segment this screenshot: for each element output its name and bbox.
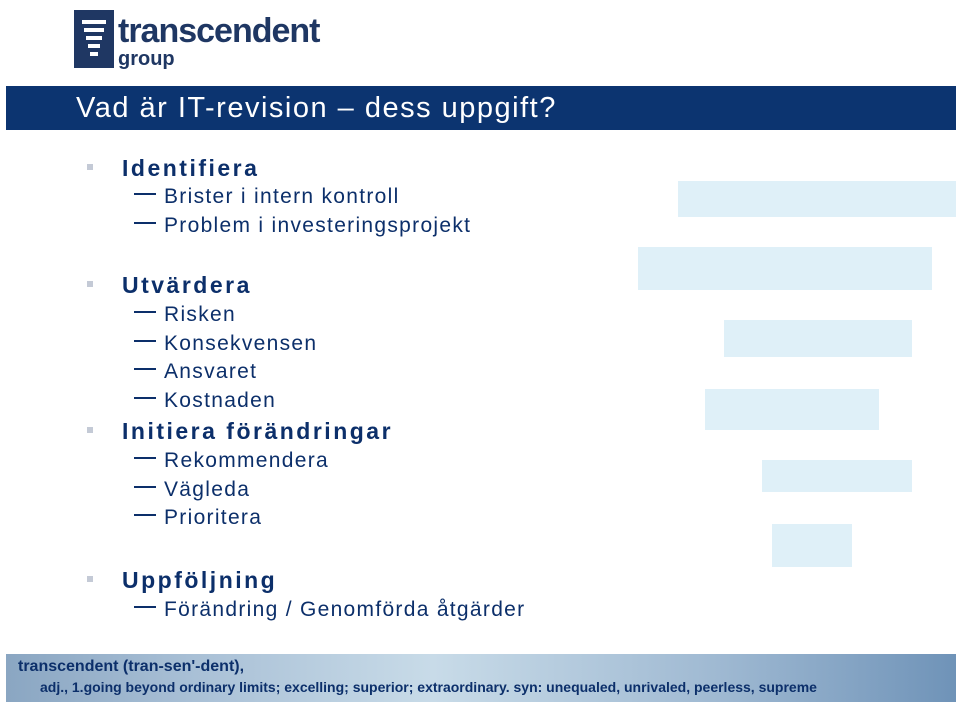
- logo-subtitle: group: [118, 48, 175, 70]
- slide-title: Vad är IT-revision – dess uppgift?: [76, 92, 557, 124]
- dash-icon: [134, 514, 156, 517]
- list-item-text: Vägleda: [164, 478, 251, 501]
- bullet-square-icon: [87, 576, 93, 582]
- list-item: Problem i investeringsprojekt: [134, 212, 471, 240]
- list-item-text: Risken: [164, 303, 236, 326]
- footer-banner: [6, 654, 956, 702]
- dash-icon: [134, 311, 156, 314]
- dash-icon: [134, 397, 156, 400]
- list-item-text: Kostnaden: [164, 389, 277, 412]
- dash-icon: [134, 340, 156, 343]
- decor-box-6: [772, 524, 852, 567]
- section-heading-utvardera: Utvärdera: [122, 272, 252, 298]
- logo-mark-icon: [74, 10, 114, 68]
- list-item: Risken: [134, 301, 236, 329]
- list-item-text: Rekommendera: [164, 449, 329, 472]
- section-heading-identifiera: Identifiera: [122, 155, 260, 181]
- list-item: Rekommendera: [134, 447, 329, 475]
- bullet-square-icon: [87, 281, 93, 287]
- list-item-text: Förändring / Genomförda åtgärder: [164, 598, 526, 621]
- footer-definition-text: adj., 1.going beyond ordinary limits; ex…: [40, 679, 817, 695]
- dash-icon: [134, 457, 156, 460]
- section-heading-initiera: Initiera förändringar: [122, 418, 394, 444]
- decor-box-5: [762, 460, 912, 492]
- dash-icon: [134, 486, 156, 489]
- list-item-text: Ansvaret: [164, 360, 258, 383]
- dash-icon: [134, 606, 156, 609]
- list-item: Brister i intern kontroll: [134, 183, 400, 211]
- list-item-text: Problem i investeringsprojekt: [164, 214, 472, 237]
- list-item: Kostnaden: [134, 387, 276, 415]
- logo-wordmark: transcendent: [118, 12, 320, 50]
- footer-definition-title: transcendent (tran-sen'-dent),: [18, 658, 245, 675]
- list-item: Konsekvensen: [134, 330, 317, 358]
- title-bar: [6, 86, 956, 130]
- decor-box-1: [678, 181, 956, 217]
- list-item-text: Prioritera: [164, 506, 263, 529]
- bullet-square-icon: [87, 427, 93, 433]
- list-item-text: Brister i intern kontroll: [164, 185, 400, 208]
- company-logo: transcendent group: [74, 10, 364, 72]
- list-item: Prioritera: [134, 504, 262, 532]
- list-item-text: Konsekvensen: [164, 332, 318, 355]
- list-item: Vägleda: [134, 476, 250, 504]
- dash-icon: [134, 222, 156, 225]
- list-item: Förändring / Genomförda åtgärder: [134, 596, 525, 624]
- decor-box-4: [705, 389, 879, 430]
- dash-icon: [134, 193, 156, 196]
- decor-box-3: [724, 320, 912, 357]
- list-item: Ansvaret: [134, 358, 257, 386]
- section-heading-uppfoljning: Uppföljning: [122, 567, 278, 593]
- dash-icon: [134, 368, 156, 371]
- decor-box-2: [638, 247, 932, 290]
- bullet-square-icon: [87, 164, 93, 170]
